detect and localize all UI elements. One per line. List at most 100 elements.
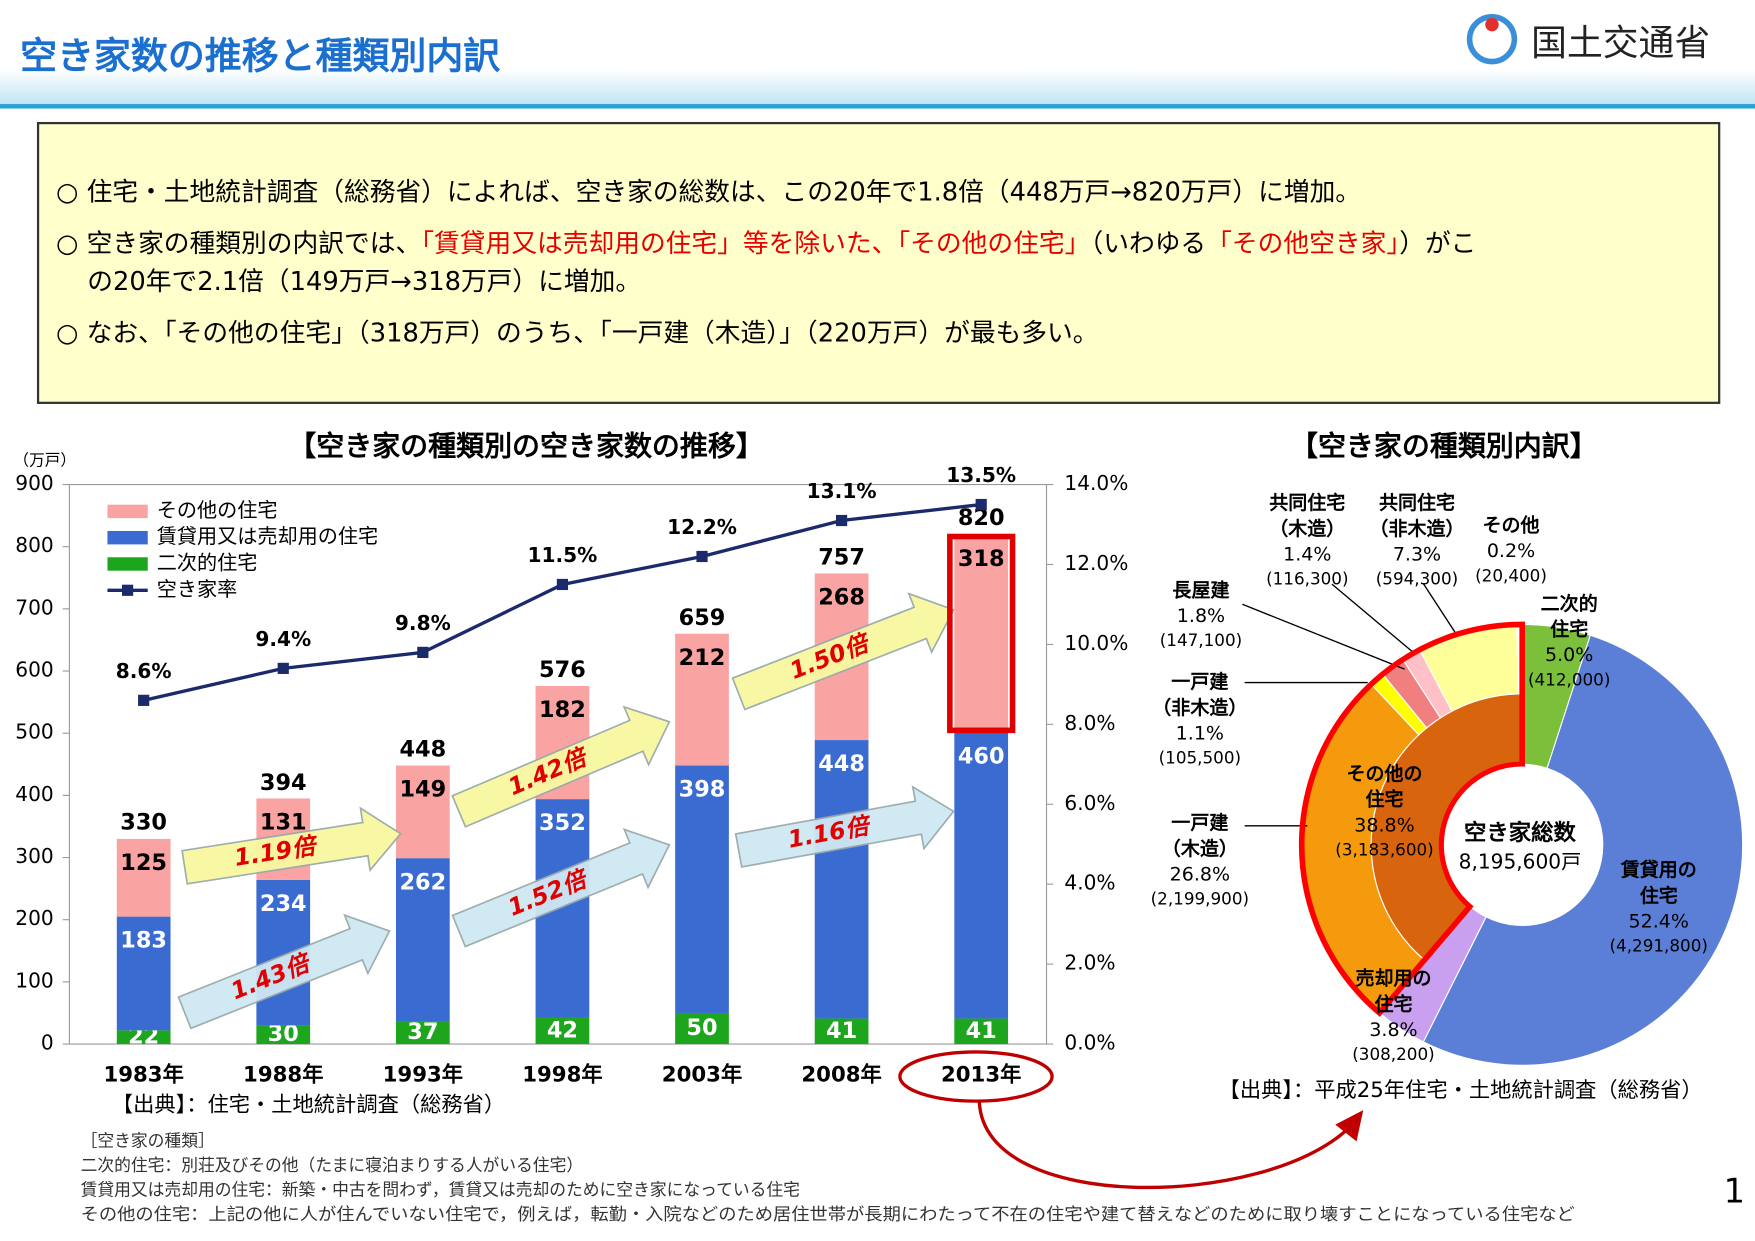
rate-label: 13.1% [807,479,877,503]
y2-tick-label: 2.0% [1064,951,1115,975]
y-tick-label: 0 [41,1031,54,1055]
summary-text: ○ 空き家の種類別の内訳では、 [56,228,421,258]
legend-swatch [107,557,148,571]
slice-percent: 1.4% [1283,544,1331,566]
bar-segment [814,740,869,1019]
slice-percent: 7.3% [1393,544,1441,566]
summary-text: （いわゆる [1090,228,1206,258]
bar-segment [954,534,1009,733]
slice-percent: 26.8% [1170,864,1230,886]
bar-segment [675,1012,729,1045]
summary-text: 「その他空き家」 [1206,228,1399,258]
summary: ○ 住宅・土地統計調査（総務省）によれば、空き家の総数は、この20年で1.8倍（… [56,177,1476,348]
header-band [0,69,1755,106]
slice-name: その他 [1482,513,1539,536]
slice-count: (3,183,600) [1335,839,1433,859]
bar-label: 125 [120,850,167,876]
slice-name: 一戸建 [1171,670,1228,693]
bar-label: 352 [539,810,586,836]
x-tick-label: 1983年 [103,1061,183,1087]
bar-label: 448 [818,751,865,777]
slice-name: 住宅 [1374,992,1412,1015]
rate-marker [277,662,289,674]
slice-name: 住宅 [1640,884,1678,907]
slice-name: 共同住宅 [1269,491,1345,514]
summary-line: ○ なお、「その他の住宅」（318万戸）のうち、「一戸建（木造）」（220万戸）… [56,318,1099,348]
highlight-box [947,533,1016,734]
slice-count: (308,200) [1352,1044,1434,1064]
rate-marker [138,694,150,706]
slice-name: （木造） [1269,517,1345,540]
bar-label: 149 [399,777,446,803]
y-tick-label: 600 [15,658,53,682]
y2-tick-label: 0.0% [1064,1031,1115,1055]
slice-percent: 1.1% [1176,723,1224,745]
connector-arrow [977,1102,1350,1190]
bar-label: 41 [966,1018,997,1044]
legend-swatch [107,530,148,545]
y2-tick-label: 6.0% [1064,791,1115,815]
slice-count: (105,500) [1159,748,1241,768]
donut-hole [1443,766,1601,924]
summary-text: ）がこ [1399,228,1476,258]
bar-segment [395,1021,450,1045]
bar-label: 183 [120,928,167,954]
x-tick-label: 1988年 [243,1061,323,1087]
slice-percent: 38.8% [1354,814,1414,836]
bar-label: 460 [958,744,1005,770]
bar-segment [395,765,450,859]
y-unit: （万戸） [13,451,76,470]
center-label: 空き家総数 [1464,819,1577,846]
y2-tick-label: 14.0% [1064,471,1128,495]
y-tick-label: 900 [15,471,53,495]
y2-tick-label: 10.0% [1064,631,1128,655]
legend-label: 二次的住宅 [157,550,258,574]
total-label: 757 [818,544,865,570]
notes-heading: ［空き家の種類］ [81,1130,215,1150]
rate-label: 12.2% [667,515,737,539]
legend-label: 賃貸用又は売却用の住宅 [157,524,378,548]
bar-label: 318 [958,546,1005,572]
chart-title: 【空き家の種類別内訳】 [1290,430,1598,463]
legend-label: その他の住宅 [157,498,278,522]
summary-line: ○ 住宅・土地統計調査（総務省）によれば、空き家の総数は、この20年で1.8倍（… [56,177,1361,207]
y-tick-label: 700 [15,595,53,619]
slice-name: 共同住宅 [1379,491,1455,514]
growth-arrow [734,785,955,868]
page-title: 空き家数の推移と種類別内訳 [20,35,500,78]
x-tick-label: 1993年 [383,1061,463,1087]
y-tick-label: 800 [15,533,53,557]
center-total: 8,195,600戸 [1459,849,1582,873]
bar-segment [814,1018,869,1045]
slice-count: (4,291,800) [1610,936,1708,956]
bar-label: 398 [679,777,726,803]
bar-label: 131 [260,810,307,836]
growth-arrow [451,705,671,828]
total-label: 659 [679,605,726,631]
growth-arrow [451,828,671,948]
slice-highlight [1298,621,1525,1017]
slice-name: 住宅 [1550,618,1588,641]
slice-name: 二次的 [1541,592,1598,615]
slice-name: 売却用の [1355,967,1431,990]
summary-text: ○ 住宅・土地統計調査（総務省）によれば、空き家の総数は、この20年で1.8倍（… [56,177,1361,207]
slice-name: 賃貸用の [1620,858,1697,881]
bar-segment [116,916,171,1031]
note: その他の住宅：上記の他に人が住んでいない住宅で，例えば，転勤・入院などのため居住… [81,1204,1575,1224]
note: 賃貸用又は売却用の住宅：新築・中古を問わず，賃貸又は売却のために空き家になってい… [81,1180,800,1200]
legend-label: 空き家率 [157,577,238,601]
slice-name: （非木造） [1152,696,1247,719]
x-tick-label: 2003年 [662,1061,742,1087]
rate-marker [556,578,569,591]
slice-percent: 3.8% [1369,1019,1417,1041]
y-tick-label: 300 [15,844,53,868]
slice-count: (116,300) [1266,569,1348,589]
x-tick-label: 2008年 [801,1061,881,1087]
note: 二次的住宅：別荘及びその他（たまに寝泊まりする人がいる住宅） [81,1155,584,1175]
bar-label: 42 [547,1017,578,1043]
bar-label: 30 [268,1021,299,1047]
bar-segment [535,1017,590,1045]
bar-segment [675,633,729,766]
